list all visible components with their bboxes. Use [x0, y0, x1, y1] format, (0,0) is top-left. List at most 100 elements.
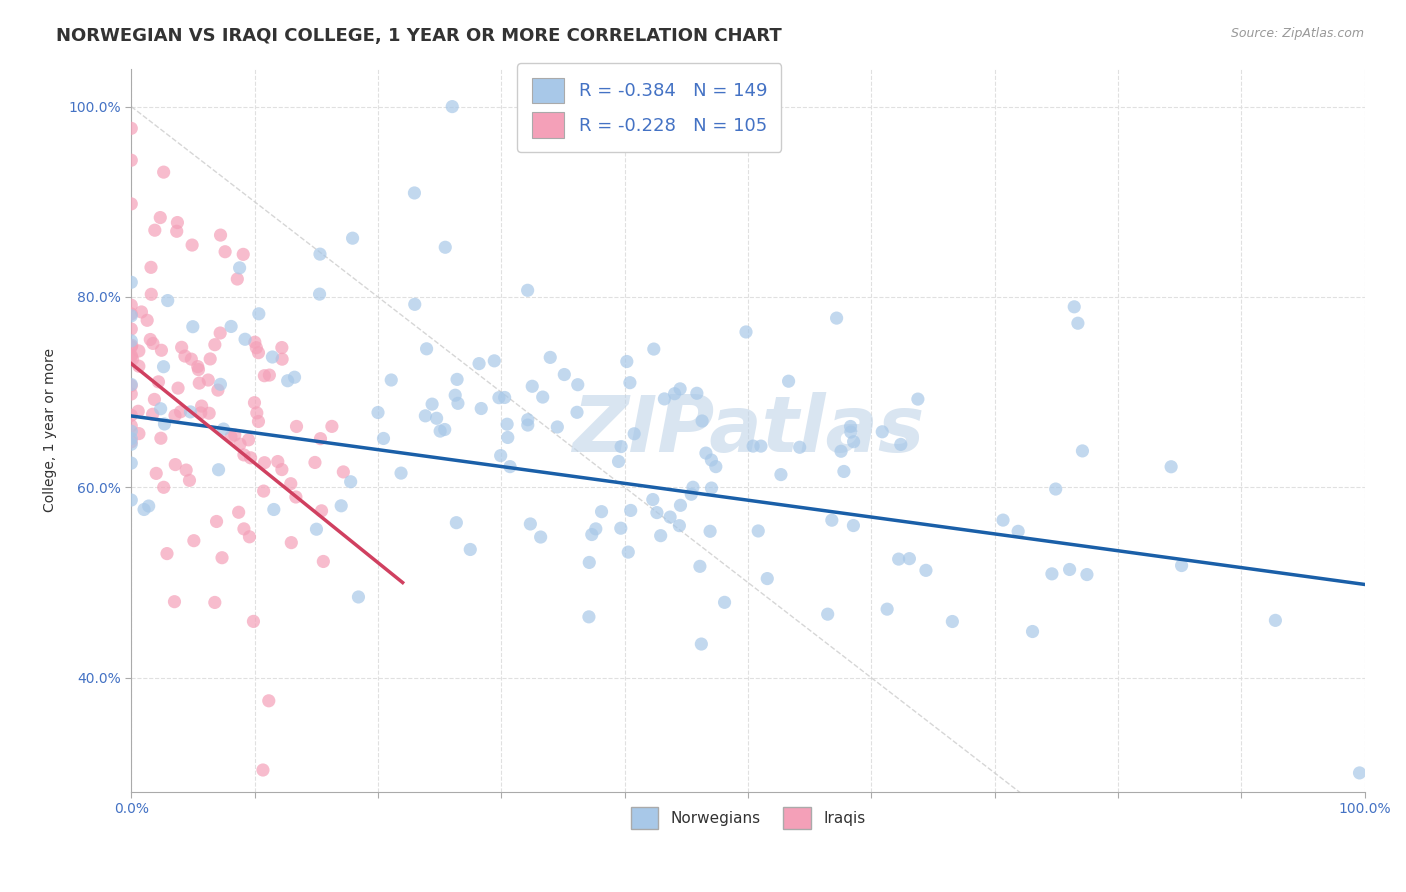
Point — [516, 418, 538, 433]
Point — [128, 343, 150, 358]
Point — [650, 529, 672, 543]
Point — [496, 430, 519, 444]
Point — [120, 493, 142, 508]
Point — [494, 391, 516, 405]
Point — [167, 381, 190, 395]
Point — [404, 297, 426, 311]
Point — [578, 610, 600, 624]
Point — [228, 505, 250, 519]
Point — [120, 197, 142, 211]
Point — [205, 515, 228, 529]
Point — [120, 387, 142, 401]
Point — [252, 763, 274, 777]
Point — [617, 545, 640, 559]
Point — [553, 368, 575, 382]
Point — [496, 417, 519, 432]
Point — [1007, 524, 1029, 539]
Point — [198, 351, 221, 366]
Point — [308, 287, 330, 301]
Point — [153, 417, 176, 431]
Point — [120, 434, 142, 449]
Point — [247, 414, 270, 428]
Point — [749, 439, 772, 453]
Point — [247, 307, 270, 321]
Point — [623, 426, 645, 441]
Point — [870, 425, 893, 439]
Point — [1071, 444, 1094, 458]
Point — [245, 341, 267, 355]
Point — [180, 352, 202, 367]
Point — [447, 396, 470, 410]
Point — [890, 437, 912, 451]
Point — [309, 432, 332, 446]
Point — [136, 313, 159, 327]
Point — [120, 322, 142, 336]
Point — [530, 530, 553, 544]
Point — [330, 499, 353, 513]
Point — [163, 595, 186, 609]
Point — [190, 399, 212, 413]
Point — [226, 272, 249, 286]
Point — [183, 533, 205, 548]
Point — [243, 395, 266, 409]
Point — [941, 615, 963, 629]
Point — [224, 428, 246, 442]
Point — [209, 377, 232, 392]
Point — [120, 153, 142, 168]
Point — [578, 556, 600, 570]
Point — [142, 336, 165, 351]
Point — [470, 401, 492, 416]
Point — [654, 392, 676, 406]
Point — [659, 510, 682, 524]
Point — [132, 502, 155, 516]
Point — [686, 386, 709, 401]
Point — [887, 552, 910, 566]
Point — [446, 372, 468, 386]
Point — [907, 392, 929, 406]
Point — [262, 350, 284, 364]
Point — [489, 449, 512, 463]
Point — [690, 637, 713, 651]
Point — [898, 551, 921, 566]
Point — [243, 335, 266, 350]
Point — [488, 391, 510, 405]
Point — [143, 392, 166, 407]
Point — [150, 343, 173, 358]
Point — [267, 454, 290, 468]
Point — [169, 405, 191, 419]
Point — [228, 260, 250, 275]
Point — [519, 516, 541, 531]
Point — [174, 349, 197, 363]
Point — [229, 437, 252, 451]
Point — [309, 247, 332, 261]
Point — [170, 340, 193, 354]
Point — [120, 456, 142, 470]
Point — [1067, 316, 1090, 330]
Point — [389, 466, 412, 480]
Point — [713, 595, 735, 609]
Point — [284, 490, 307, 504]
Point — [404, 186, 426, 200]
Point — [152, 165, 174, 179]
Point — [253, 368, 276, 383]
Point — [664, 386, 686, 401]
Point — [120, 418, 142, 433]
Point — [219, 319, 242, 334]
Point — [207, 383, 229, 397]
Point — [120, 409, 142, 423]
Point — [321, 419, 343, 434]
Point — [531, 390, 554, 404]
Point — [181, 319, 204, 334]
Point — [127, 404, 149, 418]
Point — [120, 121, 142, 136]
Point — [441, 100, 464, 114]
Point — [446, 516, 468, 530]
Point — [367, 405, 389, 419]
Point — [149, 211, 172, 225]
Point — [204, 337, 226, 351]
Point — [197, 373, 219, 387]
Point — [825, 311, 848, 326]
Point — [139, 260, 162, 275]
Point — [149, 401, 172, 416]
Point — [139, 333, 162, 347]
